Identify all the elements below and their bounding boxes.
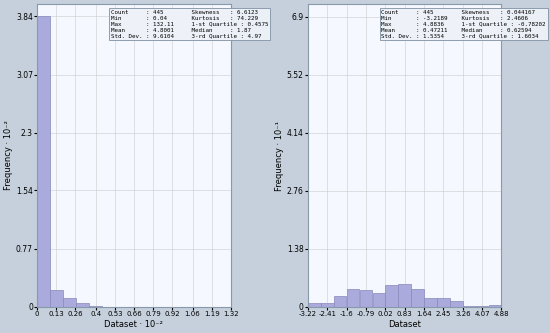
X-axis label: Dataset: Dataset bbox=[388, 320, 421, 329]
Bar bbox=[450, 301, 463, 307]
Text: Count     : 445        Skewness   : 6.6123
Min       : 0.04       Kurtosis   : 7: Count : 445 Skewness : 6.6123 Min : 0.04… bbox=[111, 10, 268, 38]
Bar bbox=[89, 306, 102, 307]
Bar bbox=[398, 284, 411, 307]
Text: Count     : 445        Skewness   : 0.044167
Min       : -3.2189    Kurtosis   :: Count : 445 Skewness : 0.044167 Min : -3… bbox=[381, 10, 546, 38]
Bar bbox=[334, 296, 346, 307]
Bar bbox=[372, 293, 385, 307]
Bar bbox=[63, 298, 76, 307]
Bar bbox=[308, 303, 321, 307]
Y-axis label: Frequency · 10⁻¹: Frequency · 10⁻¹ bbox=[275, 121, 284, 190]
Bar bbox=[360, 290, 372, 307]
Bar bbox=[437, 298, 450, 307]
X-axis label: Dataset · 10⁻²: Dataset · 10⁻² bbox=[104, 320, 163, 329]
Bar bbox=[321, 303, 333, 307]
Bar bbox=[76, 303, 89, 307]
Bar bbox=[476, 306, 488, 307]
Bar bbox=[346, 289, 359, 307]
Bar bbox=[386, 285, 398, 307]
Bar bbox=[489, 305, 502, 307]
Bar bbox=[50, 290, 63, 307]
Bar bbox=[463, 306, 476, 307]
Bar bbox=[424, 298, 437, 307]
Bar bbox=[37, 16, 50, 307]
Bar bbox=[102, 306, 114, 307]
Y-axis label: Frequency · 10⁻²: Frequency · 10⁻² bbox=[4, 121, 13, 190]
Bar bbox=[411, 289, 424, 307]
